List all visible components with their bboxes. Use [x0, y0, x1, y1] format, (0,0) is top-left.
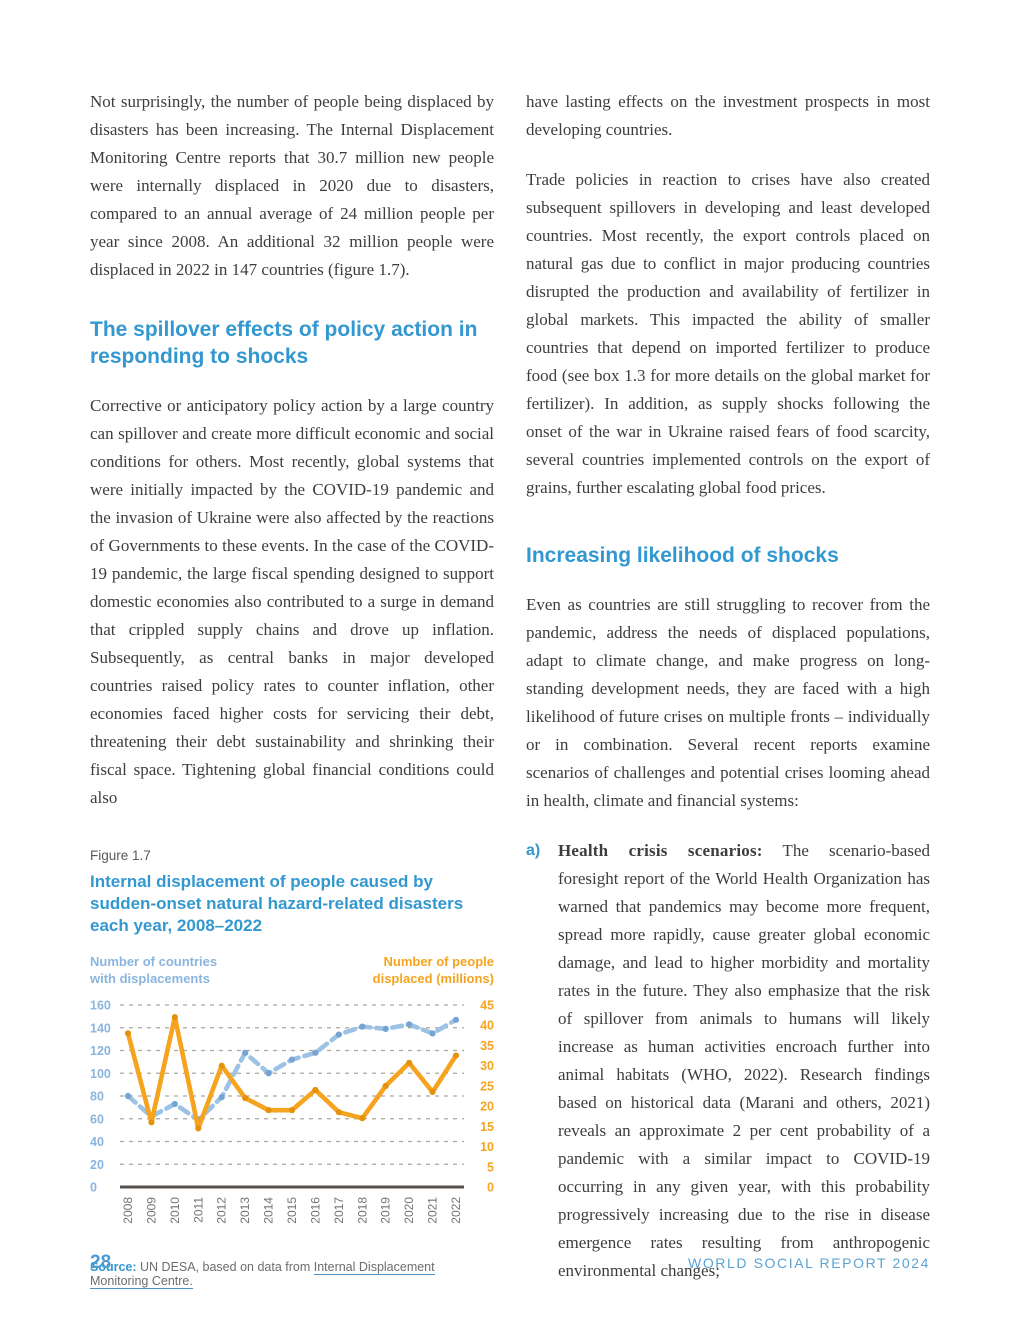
svg-text:160: 160: [90, 999, 111, 1013]
svg-text:2013: 2013: [238, 1197, 252, 1224]
source-text: UN DESA, based on data from: [136, 1260, 314, 1274]
svg-text:2020: 2020: [402, 1197, 416, 1224]
svg-text:2009: 2009: [144, 1197, 158, 1224]
section-heading-spillover: The spillover effects of policy action i…: [90, 318, 478, 368]
svg-text:5: 5: [487, 1160, 494, 1174]
source-link-idmc[interactable]: Internal Displacement Monitoring Centre.: [90, 1260, 435, 1289]
svg-text:15: 15: [480, 1120, 494, 1134]
source-prefix: Source:: [90, 1260, 137, 1274]
paragraph: Corrective or anticipatory policy action…: [90, 396, 494, 807]
list-item-lead: Health crisis scenarios:: [558, 841, 763, 860]
svg-text:2018: 2018: [355, 1197, 369, 1224]
left-axis-label: Number of countries with displacements: [90, 954, 218, 986]
svg-text:45: 45: [480, 999, 494, 1013]
svg-text:80: 80: [90, 1090, 104, 1104]
svg-text:40: 40: [90, 1135, 104, 1149]
paragraph: Trade policies in reaction to crises hav…: [526, 170, 930, 497]
svg-text:35: 35: [480, 1039, 494, 1053]
svg-text:2022: 2022: [449, 1197, 463, 1224]
svg-text:10: 10: [480, 1140, 494, 1154]
svg-text:2008: 2008: [121, 1197, 135, 1224]
page-footer: 28 WORLD SOCIAL REPORT 2024: [90, 1252, 930, 1274]
list-marker-a: a): [526, 842, 541, 859]
figure-source: Source: UN DESA, based on data from Inte…: [90, 1260, 494, 1289]
svg-text:2012: 2012: [215, 1197, 229, 1224]
svg-text:100: 100: [90, 1067, 111, 1081]
figure-label: Figure 1.7: [90, 848, 151, 863]
paragraph: Not surprisingly, the number of people b…: [90, 92, 494, 279]
section-heading-likelihood: Increasing likelihood of shocks: [526, 544, 839, 567]
svg-text:2015: 2015: [285, 1197, 299, 1224]
paragraph: have lasting effects on the investment p…: [526, 92, 930, 139]
figure-1-7: Figure 1.7 Internal displacement of peop…: [90, 848, 494, 1289]
svg-text:30: 30: [480, 1059, 494, 1073]
svg-text:0: 0: [90, 1181, 97, 1195]
figure-title: Internal displacement of people caused b…: [90, 872, 464, 935]
list-item-a: a) Health crisis scenarios: The scenario…: [526, 837, 930, 1285]
running-footer-title: WORLD SOCIAL REPORT 2024: [688, 1255, 930, 1271]
page-number: 28: [90, 1252, 112, 1273]
svg-text:2016: 2016: [308, 1197, 322, 1224]
svg-text:140: 140: [90, 1021, 111, 1035]
svg-text:0: 0: [487, 1181, 494, 1195]
list-item-text: Health crisis scenarios: The scenario-ba…: [558, 837, 930, 1285]
svg-text:2014: 2014: [262, 1197, 276, 1224]
svg-text:2017: 2017: [332, 1197, 346, 1224]
right-axis-label: Number of people displaced (millions): [372, 954, 494, 986]
displacement-line-chart: 0 20 40 60 80 100 120 140 160 0 5 10 15 20 25 30 35 40 45 2…: [90, 999, 494, 1224]
svg-text:20: 20: [90, 1158, 104, 1172]
svg-text:120: 120: [90, 1044, 111, 1058]
svg-text:2021: 2021: [426, 1197, 440, 1224]
svg-text:2010: 2010: [168, 1197, 182, 1224]
paragraph: Even as countries are still struggling t…: [526, 595, 930, 810]
chart-axis-headers: Number of countries with displacements N…: [90, 953, 494, 987]
svg-text:20: 20: [480, 1100, 494, 1114]
svg-text:40: 40: [480, 1019, 494, 1033]
svg-text:60: 60: [90, 1112, 104, 1126]
list-item-body: The scenario-based foresight report of t…: [558, 841, 930, 1280]
svg-text:25: 25: [480, 1079, 494, 1093]
right-column: have lasting effects on the investment p…: [526, 88, 930, 1285]
svg-text:2011: 2011: [191, 1197, 205, 1223]
svg-text:2019: 2019: [379, 1197, 393, 1224]
left-column: Not surprisingly, the number of people b…: [90, 88, 494, 1301]
